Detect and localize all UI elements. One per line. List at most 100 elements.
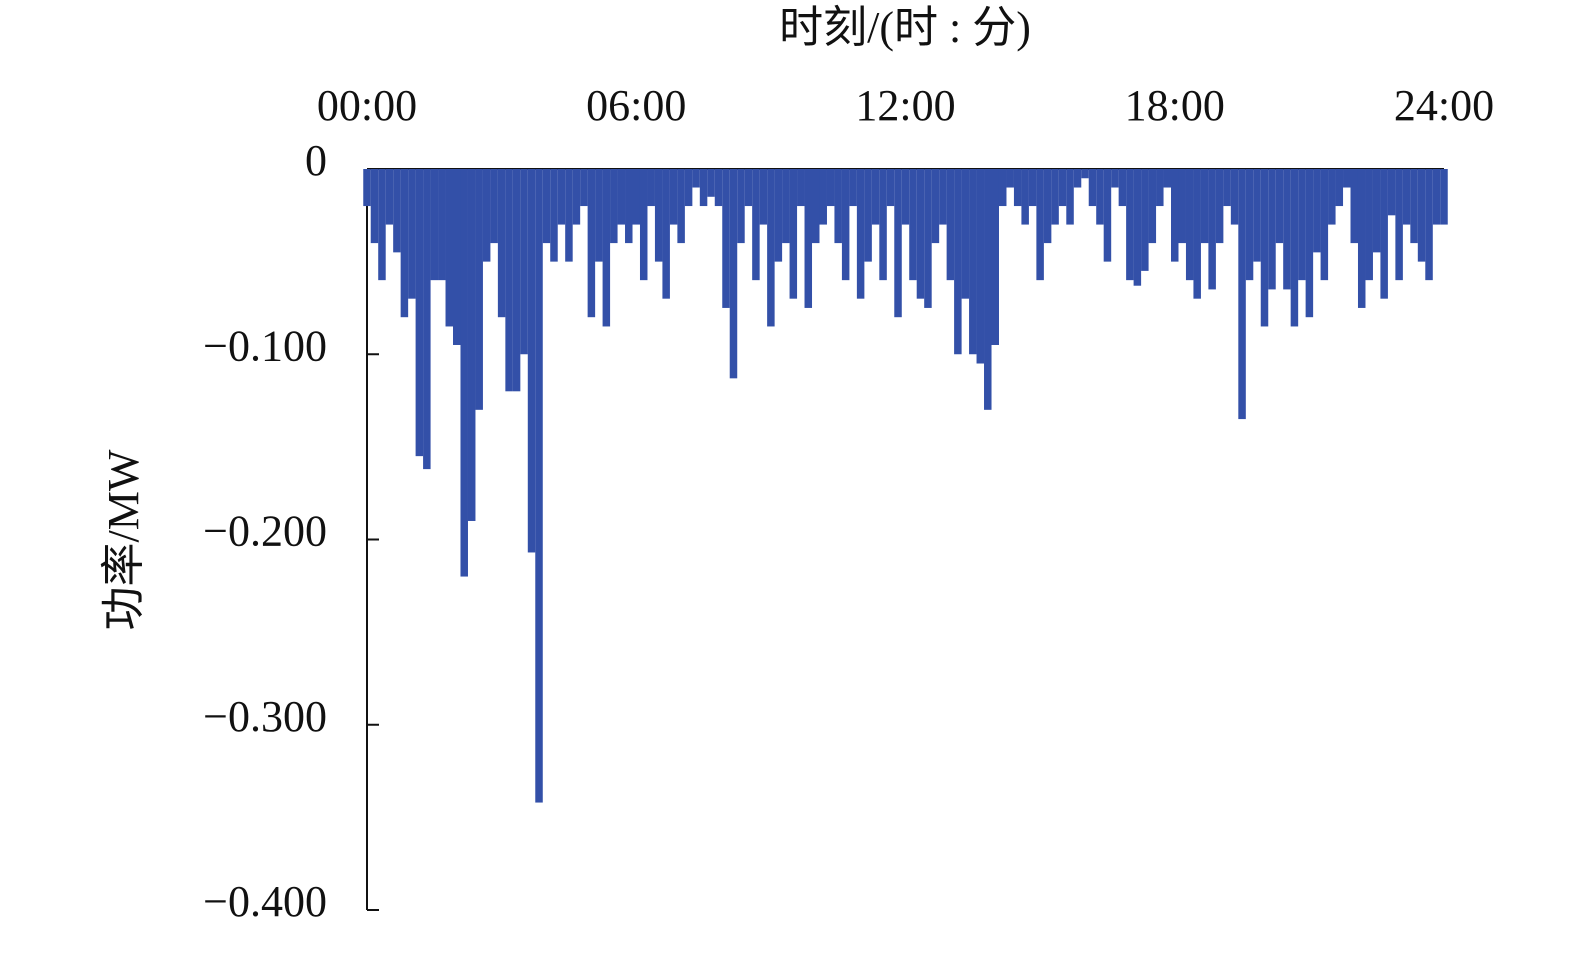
bar [722, 169, 730, 308]
bar [1156, 169, 1164, 207]
bar [677, 169, 685, 244]
bar [759, 169, 768, 225]
bar [1343, 169, 1351, 188]
bar [550, 169, 558, 262]
bar [961, 169, 970, 299]
bar [632, 169, 640, 225]
bar [1096, 169, 1104, 225]
bar [587, 169, 596, 318]
bar [1328, 169, 1336, 225]
y-tick-label: −0.400 [203, 877, 327, 926]
bar [976, 169, 985, 364]
bar [984, 169, 992, 410]
bar [849, 169, 857, 207]
bar [625, 169, 633, 244]
bar [1148, 169, 1157, 244]
bar [804, 169, 813, 308]
bar [1081, 169, 1089, 179]
bar [1088, 169, 1097, 207]
bar [774, 169, 783, 262]
bar [602, 169, 611, 327]
bar [610, 169, 618, 244]
y-axis-title: 功率/MW [99, 449, 148, 630]
bar [1320, 169, 1329, 281]
bar [998, 169, 1007, 207]
bar [542, 169, 551, 244]
bar [1208, 169, 1216, 290]
bar [1283, 169, 1291, 290]
bar [520, 169, 528, 355]
bar [370, 169, 379, 244]
bar [879, 169, 887, 281]
bar [1350, 169, 1358, 244]
bar [1058, 169, 1067, 207]
bar [1036, 169, 1044, 281]
bar [408, 169, 416, 299]
bar [490, 169, 498, 244]
y-tick-label: −0.300 [203, 692, 327, 741]
bar [812, 169, 820, 244]
bar [1253, 169, 1261, 262]
bar [767, 169, 775, 327]
bar [505, 169, 513, 392]
x-tick-label: 24:00 [1394, 81, 1494, 130]
bar [1275, 169, 1284, 244]
bar [1260, 169, 1269, 327]
bar [752, 169, 760, 281]
bar [901, 169, 910, 225]
bar [916, 169, 925, 299]
bar [1230, 169, 1239, 225]
bar [819, 169, 827, 225]
bar [1410, 169, 1418, 244]
bar [699, 169, 708, 207]
bar [924, 169, 932, 308]
bar [482, 169, 491, 262]
bar [737, 169, 745, 244]
bar [647, 169, 655, 207]
bar [1425, 169, 1433, 281]
bar [1305, 169, 1314, 318]
bar [1313, 169, 1321, 253]
x-tick-label: 18:00 [1125, 81, 1225, 130]
bar [946, 169, 955, 281]
bar [969, 169, 977, 355]
bar [363, 169, 371, 207]
bar [894, 169, 902, 318]
bar [497, 169, 506, 318]
bar [707, 169, 715, 197]
y-tick-label: −0.200 [203, 507, 327, 556]
bar [1298, 169, 1306, 281]
bar [954, 169, 962, 355]
bar [423, 169, 431, 470]
bar [1118, 169, 1127, 207]
bar [639, 169, 648, 281]
bar [580, 169, 588, 207]
bar [430, 169, 439, 281]
bar [1290, 169, 1299, 327]
bar [1365, 169, 1373, 281]
bar [856, 169, 865, 299]
bar [909, 169, 917, 281]
bar [438, 169, 446, 281]
bar [378, 169, 386, 281]
bar [1200, 169, 1209, 244]
bar [662, 169, 670, 299]
bar [692, 169, 700, 188]
bar [834, 169, 842, 244]
bar [991, 169, 999, 345]
bar [1402, 169, 1411, 225]
bar [744, 169, 753, 207]
bar [1380, 169, 1388, 299]
bar [1357, 169, 1366, 308]
bar [782, 169, 790, 244]
bar [617, 169, 626, 225]
bar [1178, 169, 1186, 244]
bar [453, 169, 461, 345]
bar [385, 169, 394, 225]
bar [1417, 169, 1426, 262]
bar [557, 169, 566, 225]
bar [1440, 169, 1448, 225]
bar [1395, 169, 1403, 281]
